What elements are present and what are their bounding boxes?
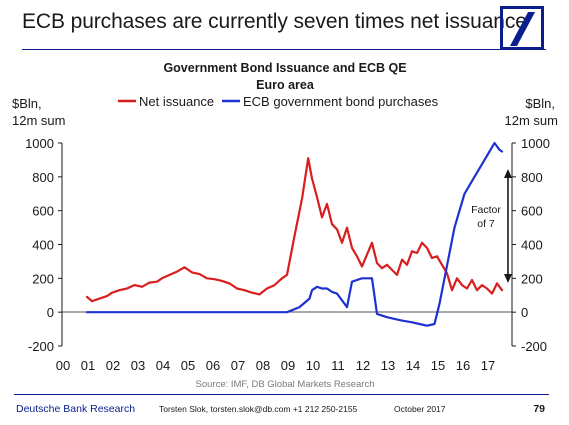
x-tick-label: 05 xyxy=(181,358,195,373)
legend-label-ecb-purchases: ECB government bond purchases xyxy=(243,94,439,109)
y-ticks-left: -200 0 200 400 600 800 1000 xyxy=(25,136,62,354)
x-tick-label: 02 xyxy=(106,358,120,373)
y-tick-left-label: 800 xyxy=(32,170,54,185)
y-tick-left-label: -200 xyxy=(28,339,54,354)
y-tick-left-label: 200 xyxy=(32,271,54,286)
y-tick-right-label: 800 xyxy=(521,170,543,185)
y-tick-right-label: 0 xyxy=(521,305,528,320)
x-tick-label: 06 xyxy=(206,358,220,373)
chart: Government Bond Issuance and ECB QE Euro… xyxy=(12,61,558,390)
y-tick-left-label: 0 xyxy=(47,305,54,320)
x-ticks: 00 01 02 03 04 05 06 07 08 09 10 11 12 13 14 15 16 17 xyxy=(56,358,495,373)
y-axis-left-label: $Bln, 12m sum xyxy=(12,96,65,128)
page-number: 79 xyxy=(533,403,545,415)
x-tick-label: 01 xyxy=(81,358,95,373)
x-tick-label: 12 xyxy=(356,358,370,373)
y-tick-right-label: 1000 xyxy=(521,136,550,151)
factor-arrow-head-up xyxy=(504,169,512,178)
y-ticks-right: -200 0 200 400 600 800 1000 xyxy=(512,136,550,354)
series-line-net-issuance xyxy=(85,157,504,303)
y-tick-left-label: 1000 xyxy=(25,136,54,151)
source-note: Source: IMF, DB Global Markets Research xyxy=(196,379,375,390)
x-tick-label: 04 xyxy=(156,358,170,373)
y-tick-right-label: -200 xyxy=(521,339,547,354)
y-tick-left-label: 400 xyxy=(32,238,54,253)
factor-arrow-head-down xyxy=(504,274,512,283)
x-tick-label: 13 xyxy=(381,358,395,373)
headline: ECB purchases are currently seven times … xyxy=(22,10,527,33)
y-tick-left-label: 600 xyxy=(32,204,54,219)
y-tick-right-label: 400 xyxy=(521,238,543,253)
x-tick-label: 17 xyxy=(481,358,495,373)
x-tick-label: 15 xyxy=(431,358,445,373)
footer: Deutsche Bank Research Torsten Slok, tor… xyxy=(14,394,549,419)
series-line-ecb-purchases xyxy=(85,141,504,327)
x-tick-label: 08 xyxy=(256,358,270,373)
x-tick-label: 10 xyxy=(306,358,320,373)
chart-title: Government Bond Issuance and ECB QE xyxy=(163,61,406,75)
series-layer xyxy=(85,141,504,327)
footer-author: Torsten Slok, torsten.slok@db.com +1 212… xyxy=(159,404,358,414)
chart-subtitle: Euro area xyxy=(256,78,315,92)
x-tick-label: 14 xyxy=(406,358,420,373)
factor-annotation: Factor of 7 xyxy=(471,204,501,230)
deutsche-bank-logo-icon xyxy=(500,6,544,50)
footer-date: October 2017 xyxy=(394,404,446,414)
y-tick-right-label: 200 xyxy=(521,271,543,286)
x-tick-label: 03 xyxy=(131,358,145,373)
x-tick-label: 16 xyxy=(456,358,470,373)
x-tick-label: 11 xyxy=(331,358,345,373)
x-tick-label: 07 xyxy=(231,358,245,373)
x-tick-label: 09 xyxy=(281,358,295,373)
legend-label-net-issuance: Net issuance xyxy=(139,94,214,109)
x-tick-label: 00 xyxy=(56,358,70,373)
y-tick-right-label: 600 xyxy=(521,204,543,219)
header-rule xyxy=(22,49,546,50)
y-axis-right-label: $Bln, 12m sum xyxy=(505,96,558,128)
footer-brand: Deutsche Bank Research xyxy=(16,403,136,415)
